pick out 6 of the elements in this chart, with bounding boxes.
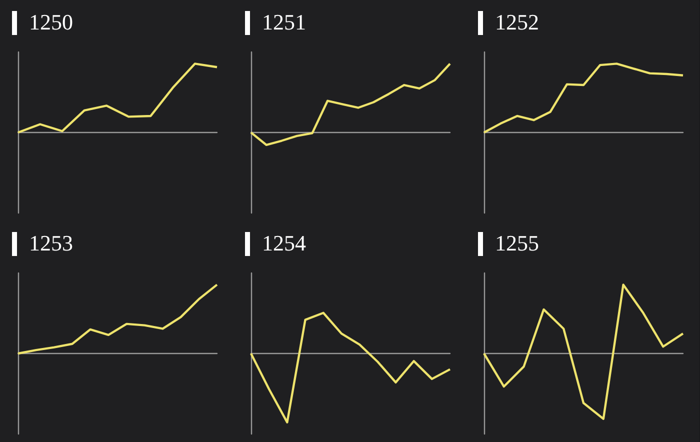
chart-title: 1254 [262,230,306,256]
chart-title: 1250 [29,10,73,34]
chart-title: 1252 [495,10,539,34]
chart-title: 1253 [29,230,73,256]
chart-title: 1255 [495,230,539,256]
chart-title: 1251 [262,10,306,34]
